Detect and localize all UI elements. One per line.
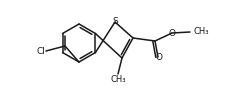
Text: CH₃: CH₃ [110, 75, 126, 84]
Text: Cl: Cl [36, 47, 45, 56]
Text: O: O [155, 52, 162, 61]
Text: O: O [168, 29, 175, 37]
Text: S: S [112, 17, 118, 26]
Text: CH₃: CH₃ [193, 28, 209, 37]
